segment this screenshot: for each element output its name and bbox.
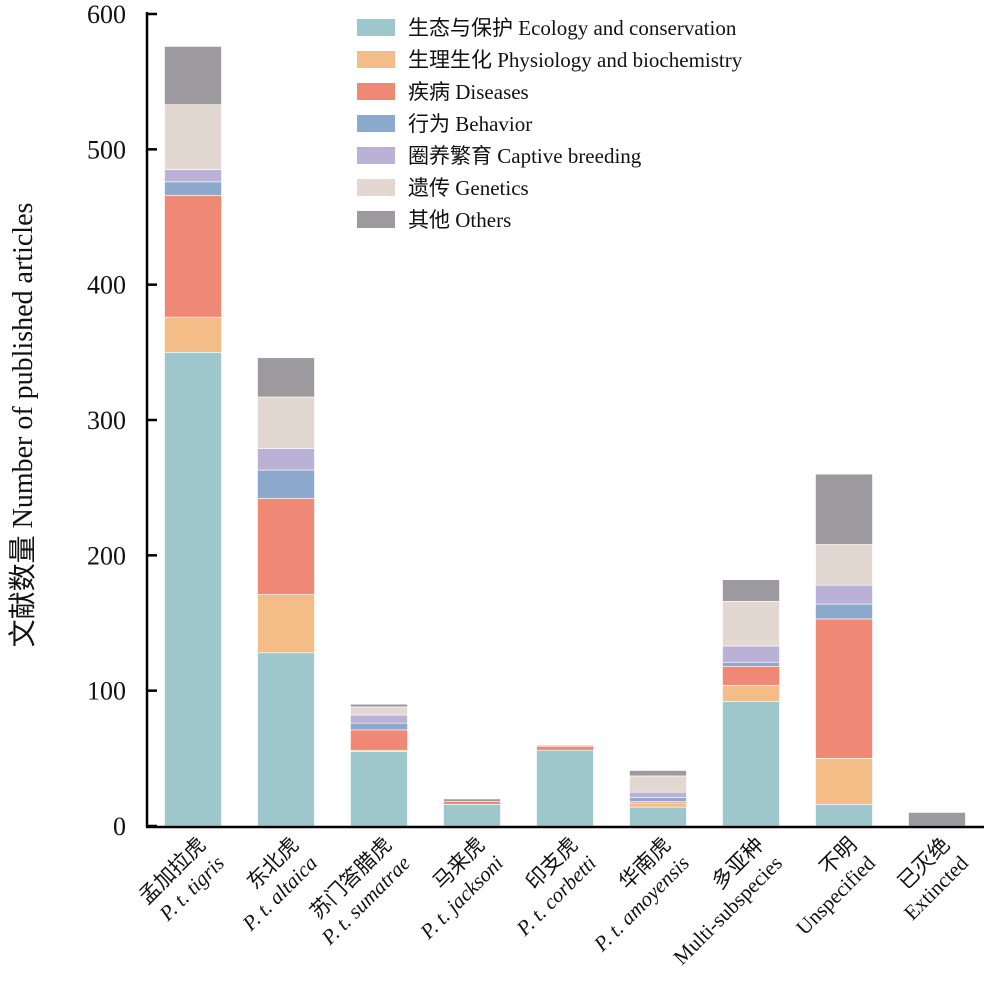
bar-segment xyxy=(629,770,687,777)
bar-segment xyxy=(629,797,687,802)
bar-segment xyxy=(257,396,315,449)
legend-swatch xyxy=(357,211,395,228)
bar-segment xyxy=(722,601,780,647)
bar-segment xyxy=(815,544,873,586)
bar-segment xyxy=(350,751,408,827)
bar-segment xyxy=(722,666,780,686)
legend-swatch xyxy=(357,19,395,36)
legend-swatch xyxy=(357,147,395,164)
bar-segment xyxy=(629,806,687,827)
legend-swatch xyxy=(357,51,395,68)
legend-label: 生理生化 Physiology and biochemistry xyxy=(408,48,743,72)
bar-segment xyxy=(164,195,222,318)
y-tick-label: 600 xyxy=(87,0,126,29)
bar-segment xyxy=(722,645,780,663)
y-tick-label: 0 xyxy=(113,812,126,841)
bar-segment xyxy=(815,584,873,605)
y-tick-label: 100 xyxy=(87,677,126,706)
bar-segment xyxy=(536,749,594,827)
bar-segment xyxy=(815,758,873,805)
bar-segment xyxy=(536,745,594,751)
y-ticks: 0 100 200 300 400 500 600 xyxy=(87,0,157,841)
bar-segment xyxy=(629,775,687,793)
bar-segment xyxy=(722,661,780,667)
y-tick-label: 400 xyxy=(87,271,126,300)
bar-segment xyxy=(443,801,501,805)
bar-segment xyxy=(164,316,222,353)
legend-swatch xyxy=(357,115,395,132)
y-tick-label: 200 xyxy=(87,541,126,570)
bar-segment xyxy=(722,701,780,827)
bar-segment xyxy=(443,798,501,802)
bar-segment xyxy=(164,104,222,170)
bar-segment xyxy=(350,729,408,751)
bar-segment xyxy=(536,744,594,747)
bar-segment xyxy=(815,603,873,620)
bar-segment xyxy=(257,448,315,471)
legend-label: 生态与保护 Ecology and conservation xyxy=(408,16,737,40)
legend: 生态与保护 Ecology and conservation 生理生化 Physi… xyxy=(357,16,743,232)
bar-segment xyxy=(815,473,873,545)
legend-label: 疾病 Diseases xyxy=(408,80,529,104)
bar-segment xyxy=(815,618,873,759)
bar-segment xyxy=(629,802,687,808)
legend-swatch xyxy=(357,179,395,196)
y-tick-label: 300 xyxy=(87,406,126,435)
bar-segment xyxy=(164,352,222,827)
bar-segment xyxy=(722,579,780,602)
legend-label: 其他 Others xyxy=(408,208,511,232)
legend-label: 圈养繁育 Captive breeding xyxy=(408,144,642,168)
bar-segment xyxy=(257,469,315,499)
bar-segment xyxy=(164,46,222,105)
bar-segment xyxy=(722,684,780,702)
bar-segment xyxy=(350,706,408,716)
bar-segment xyxy=(164,169,222,183)
bar-segment xyxy=(257,357,315,398)
legend-label: 遗传 Genetics xyxy=(408,176,529,200)
legend-swatch xyxy=(357,83,395,100)
bar-segment xyxy=(443,804,501,827)
bar-segment xyxy=(257,498,315,595)
bar-segment xyxy=(164,181,222,196)
bar-segment xyxy=(257,594,315,654)
bar-segment xyxy=(350,722,408,731)
bar-segment xyxy=(908,812,966,827)
bars xyxy=(164,46,966,827)
legend-label: 行为 Behavior xyxy=(408,112,532,136)
bar-segment xyxy=(350,714,408,724)
y-axis-label: 文献数量 Number of published articles xyxy=(7,203,39,648)
bar-segment xyxy=(815,804,873,827)
bar-segment xyxy=(350,703,408,708)
bar-segment xyxy=(257,652,315,827)
bar-segment xyxy=(629,791,687,798)
y-tick-label: 500 xyxy=(87,135,126,164)
